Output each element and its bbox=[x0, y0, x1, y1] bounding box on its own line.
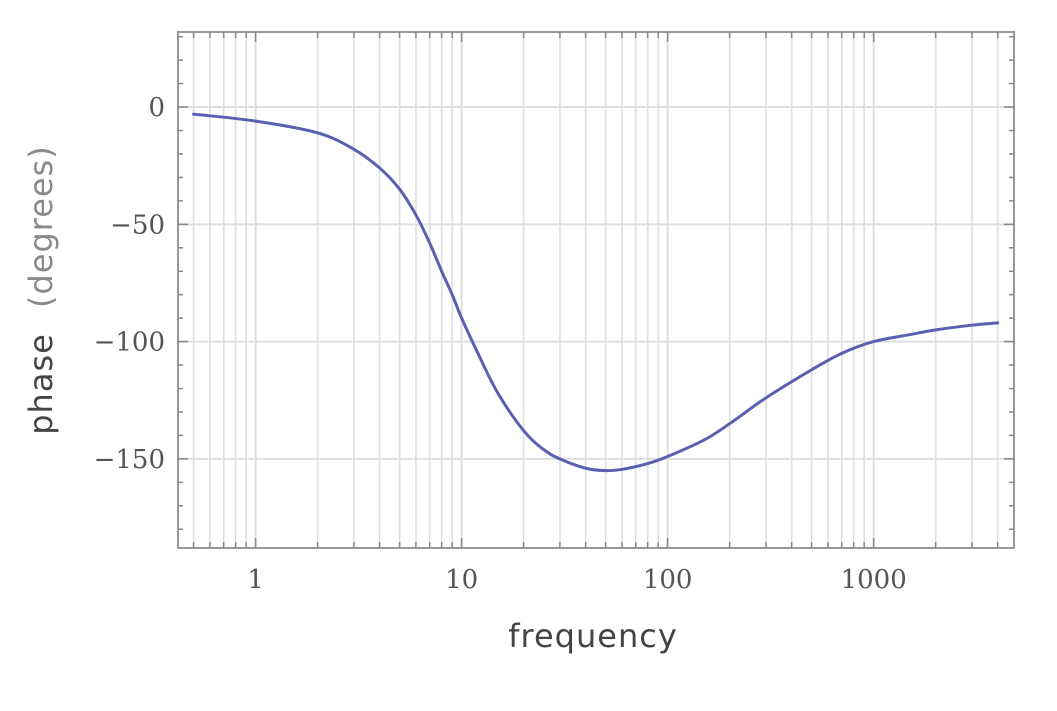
y-tick-label: −150 bbox=[94, 445, 165, 475]
x-tick-label: 100 bbox=[643, 565, 693, 595]
y-tick-label: −50 bbox=[110, 210, 165, 240]
x-axis-title: frequency bbox=[508, 617, 678, 655]
y-tick-label: −100 bbox=[94, 328, 165, 358]
x-tick-label: 1 bbox=[247, 565, 264, 595]
y-axis-title: phase (degrees) bbox=[22, 145, 60, 435]
y-axis-title-main: phase bbox=[22, 333, 60, 435]
x-tick-label: 10 bbox=[445, 565, 478, 595]
x-tick-label: 1000 bbox=[841, 565, 907, 595]
series-layer bbox=[192, 112, 1000, 473]
plot-frame bbox=[177, 31, 1015, 549]
tick-mark-layer bbox=[178, 32, 1014, 548]
tick-label-layer: 1 10 100 1000 0 −50 −100 −150 bbox=[94, 93, 907, 595]
y-axis-title-unit: (degrees) bbox=[22, 145, 60, 308]
series-line bbox=[192, 112, 1000, 473]
y-tick-label: 0 bbox=[148, 93, 165, 123]
